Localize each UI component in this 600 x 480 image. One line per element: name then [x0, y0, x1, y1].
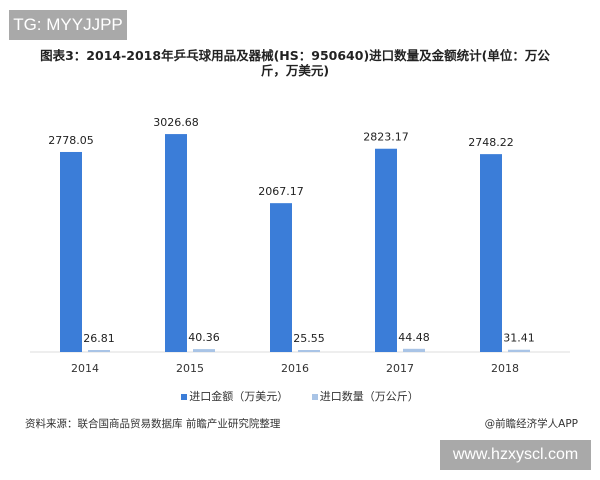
- bar-amount-2018: [480, 154, 502, 352]
- bar-amount-2014: [60, 151, 82, 352]
- credit: @前瞻经济学人APP: [484, 418, 578, 430]
- bar-amount-2017: [375, 148, 397, 352]
- data-label: 31.41: [503, 332, 535, 345]
- legend-item-amount: 进口金额（万美元）: [181, 390, 288, 403]
- source-note: 资料来源：联合国商品贸易数据库 前瞻产业研究院整理: [25, 418, 281, 430]
- bar-quantity-2014: [88, 350, 110, 352]
- data-label: 3026.68: [153, 116, 199, 129]
- x-tick-label: 2016: [281, 362, 309, 375]
- x-tick-label: 2014: [71, 362, 99, 375]
- legend-item-quantity: 进口数量（万公斤）: [311, 390, 419, 403]
- bar-quantity-2017: [403, 348, 425, 352]
- data-label: 26.81: [83, 332, 115, 345]
- data-label: 2748.22: [468, 136, 514, 149]
- chart-title: 图表3：2014-2018年乒乓球用品及器械(HS：950640)进口数量及金额…: [40, 48, 550, 78]
- bar-amount-2015: [165, 134, 187, 352]
- data-label: 25.55: [293, 332, 325, 345]
- bar-amount-2016: [270, 203, 292, 352]
- x-tick-label: 2015: [176, 362, 204, 375]
- x-tick-label: 2018: [491, 362, 519, 375]
- legend: 进口金额（万美元） 进口数量（万公斤）: [0, 388, 600, 404]
- watermark-top: TG: MYYJJPP: [9, 10, 127, 40]
- data-label: 44.48: [398, 331, 430, 344]
- watermark-bottom: www.hzxyscl.com: [440, 440, 591, 470]
- data-label: 2067.17: [258, 185, 304, 198]
- bar-quantity-2016: [298, 350, 320, 352]
- bar-quantity-2015: [193, 349, 215, 352]
- data-label: 40.36: [188, 331, 220, 344]
- x-tick-label: 2017: [386, 362, 414, 375]
- bar-quantity-2018: [508, 349, 530, 352]
- data-label: 2823.17: [363, 131, 409, 144]
- data-label: 2778.05: [48, 134, 94, 147]
